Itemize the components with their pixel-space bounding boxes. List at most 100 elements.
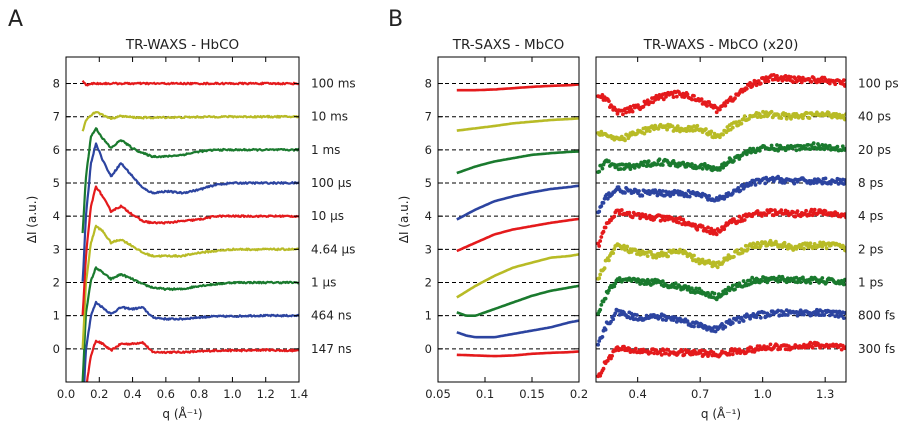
- data-point: [799, 80, 804, 85]
- y-tick-label: 2: [53, 276, 60, 290]
- data-point: [843, 212, 846, 216]
- series-line: [81, 80, 299, 87]
- data-point: [763, 240, 768, 245]
- data-point: [702, 162, 707, 166]
- series-line: [456, 350, 579, 358]
- series-line: [456, 319, 579, 339]
- series-label: 1 ps: [858, 276, 883, 290]
- data-point: [812, 207, 817, 212]
- data-point: [661, 97, 666, 102]
- x-tick-label: 1.4: [290, 387, 308, 401]
- series-label: 4.64 μs: [311, 242, 355, 256]
- data-point: [699, 97, 704, 101]
- chart-title: TR-WAXS - MbCO (x20): [643, 37, 799, 53]
- data-point: [694, 286, 699, 291]
- data-point: [653, 97, 658, 102]
- data-point: [601, 201, 606, 205]
- data-point: [643, 213, 648, 217]
- data-point: [660, 279, 665, 283]
- data-point: [666, 254, 670, 259]
- series-line: [81, 185, 299, 316]
- data-point: [695, 227, 700, 232]
- data-point: [621, 162, 625, 167]
- data-point: [749, 182, 753, 187]
- data-point: [649, 350, 653, 355]
- data-point: [742, 218, 747, 222]
- data-point: [633, 346, 638, 351]
- data-point: [637, 278, 641, 283]
- data-point: [758, 315, 763, 320]
- data-point: [741, 279, 746, 283]
- y-tick-label: 2: [425, 276, 432, 290]
- data-point: [697, 286, 702, 291]
- data-point: [660, 189, 665, 193]
- data-point: [645, 254, 650, 258]
- series-line: [81, 127, 299, 234]
- x-tick-label: 1.0: [223, 387, 241, 401]
- data-point: [623, 166, 627, 170]
- data-point: [599, 303, 604, 307]
- data-point: [841, 78, 846, 83]
- data-point: [823, 209, 828, 214]
- data-point: [630, 109, 635, 114]
- series-label: 4 ps: [858, 209, 883, 223]
- data-point: [805, 111, 810, 115]
- x-tick-label: 0.1: [476, 387, 494, 401]
- data-point: [597, 339, 602, 343]
- data-point: [808, 241, 813, 246]
- data-point: [762, 114, 766, 119]
- data-point: [630, 215, 635, 220]
- data-point: [778, 347, 783, 351]
- data-point: [623, 138, 627, 143]
- data-point: [821, 212, 826, 217]
- data-point: [820, 309, 825, 314]
- series-label: 2 ps: [858, 242, 883, 256]
- data-point: [722, 227, 727, 232]
- y-tick-label: 0: [53, 342, 60, 356]
- data-point: [727, 352, 732, 357]
- data-point: [784, 280, 789, 285]
- data-point: [816, 211, 820, 216]
- data-point: [674, 94, 679, 99]
- data-point: [754, 83, 759, 88]
- x-axis-label: q (Å⁻¹): [701, 406, 741, 421]
- series-100-ps: [596, 73, 846, 117]
- data-point: [601, 366, 606, 371]
- chart-b-waxs: TR-WAXS - MbCO (x20) 300 fs 800 fs 1 ps 2 ps…: [595, 37, 899, 421]
- data-point: [656, 126, 661, 131]
- data-point: [769, 109, 774, 114]
- data-point: [690, 97, 694, 102]
- data-point: [635, 313, 639, 317]
- data-point: [677, 220, 681, 225]
- data-point: [719, 228, 723, 233]
- data-point: [736, 186, 741, 190]
- data-point: [810, 345, 815, 350]
- series-line: [85, 339, 299, 382]
- data-point: [603, 296, 608, 301]
- data-point: [641, 104, 646, 109]
- data-point: [815, 180, 819, 185]
- data-point: [654, 255, 659, 260]
- data-point: [820, 276, 825, 280]
- data-point: [822, 313, 827, 317]
- data-point: [687, 128, 692, 133]
- data-point: [692, 253, 696, 258]
- data-point: [621, 112, 625, 117]
- series-line: [456, 184, 579, 221]
- series-line: [456, 83, 579, 92]
- data-point: [603, 327, 608, 332]
- data-point: [625, 244, 630, 249]
- data-point: [732, 159, 736, 163]
- data-point: [661, 348, 666, 353]
- data-point: [747, 117, 751, 121]
- series-line: [456, 150, 579, 175]
- data-point: [794, 148, 799, 153]
- series-label: 100 ps: [858, 77, 899, 91]
- data-point: [671, 95, 676, 99]
- data-point: [640, 193, 645, 198]
- data-point: [819, 146, 824, 151]
- data-point: [783, 74, 788, 78]
- series-line: [456, 253, 579, 299]
- data-point: [753, 183, 758, 187]
- data-point: [601, 229, 606, 234]
